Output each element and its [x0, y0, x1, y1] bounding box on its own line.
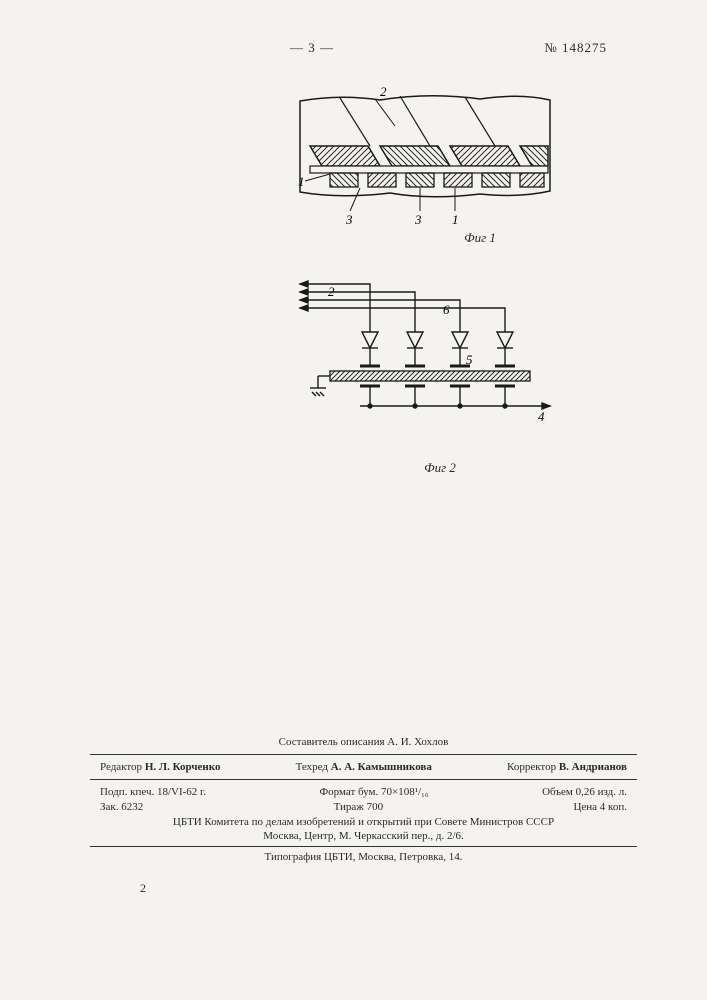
corrector: Корректор В. Андрианов	[507, 761, 627, 773]
fig2-label-4: 4	[538, 409, 545, 424]
rule-2	[90, 779, 637, 780]
bottom-signature: 2	[140, 881, 637, 896]
paper-format: Формат бум. 70×108¹/₁₆	[319, 786, 428, 798]
diode-2	[405, 326, 425, 366]
org-line-1: ЦБТИ Комитета по делам изобретений и отк…	[90, 816, 637, 828]
fig1-label-3b: 3	[414, 212, 422, 227]
price: Цена 4 коп.	[573, 801, 627, 813]
credits-row: Редактор Н. Л. Корченко Техред А. А. Кам…	[90, 759, 637, 775]
diode-4	[495, 326, 515, 366]
fig1-label-1b: 1	[452, 212, 459, 227]
techred: Техред А. А. Камышникова	[296, 761, 432, 773]
figures-area: 1 2 3 3 1 Фиг 1	[280, 86, 570, 476]
circulation: Тираж 700	[334, 801, 384, 813]
header: — 3 — № 148275	[90, 40, 637, 56]
ground-icon	[310, 376, 330, 396]
rule-1	[90, 754, 637, 755]
fig1-label-2: 2	[380, 86, 387, 99]
print-date: Подп. кпеч. 18/VI-62 г.	[100, 786, 206, 798]
figure-2-caption: Фиг 2	[310, 460, 570, 476]
org-line-2: Москва, Центр, М. Черкасский пер., д. 2/…	[90, 830, 637, 842]
page-number: — 3 —	[290, 40, 334, 56]
diode-1	[360, 326, 380, 366]
printer-line: Типография ЦБТИ, Москва, Петровка, 14.	[90, 851, 637, 863]
document-number: № 148275	[544, 40, 607, 56]
fig2-label-2: 2	[328, 284, 335, 299]
print-row-2: Зак. 6232 Тираж 700 Цена 4 коп.	[90, 800, 637, 814]
volume: Объем 0,26 изд. л.	[542, 786, 627, 798]
compiler-line: Составитель описания А. И. Хохлов	[90, 736, 637, 748]
fig1-label-1a: 1	[298, 174, 305, 189]
fig2-label-6: 6	[443, 302, 450, 317]
figure-1-caption: Фиг 1	[390, 230, 570, 246]
hatched-strip	[330, 371, 530, 381]
figure-1: 1 2 3 3 1	[280, 86, 570, 236]
rule-3	[90, 846, 637, 847]
fig2-label-5: 5	[466, 352, 473, 367]
page: — 3 — № 148275	[0, 0, 707, 1000]
order-number: Зак. 6232	[100, 801, 143, 813]
print-row-1: Подп. кпеч. 18/VI-62 г. Формат бум. 70×1…	[90, 784, 637, 800]
figure-2: 2 6 5 4	[280, 266, 570, 456]
fig1-label-3a: 3	[345, 212, 353, 227]
editor: Редактор Н. Л. Корченко	[100, 761, 220, 773]
